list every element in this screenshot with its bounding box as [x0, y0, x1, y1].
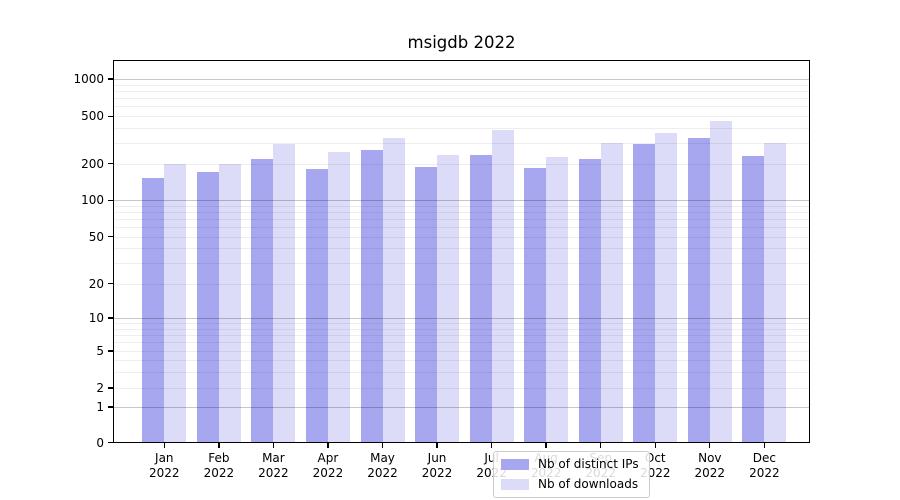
bars-layer: [113, 60, 810, 443]
bar-downloads-oct: [655, 132, 678, 443]
x-tick: [654, 443, 656, 448]
bar-distinct-ips-mar: [251, 158, 274, 443]
x-tick-label-nov: Nov 2022: [694, 451, 726, 480]
y-tick-label: 0: [96, 435, 104, 450]
x-tick: [600, 443, 602, 448]
legend-swatch-distinct-ips: [501, 458, 529, 470]
y-tick-label: 1000: [73, 72, 104, 86]
x-tick: [218, 443, 220, 448]
x-tick-label-apr: Apr 2022: [312, 451, 344, 480]
y-tick: [108, 387, 113, 389]
bar-downloads-apr: [327, 151, 350, 443]
bar-distinct-ips-aug: [524, 168, 547, 443]
bar-distinct-ips-apr: [305, 168, 328, 443]
legend-label-distinct-ips: Nb of distinct IPs: [538, 457, 639, 471]
x-tick: [327, 443, 329, 448]
y-tick: [108, 78, 113, 80]
bar-distinct-ips-dec: [742, 155, 765, 443]
y-tick-label: 1: [96, 400, 104, 414]
x-tick: [272, 443, 275, 448]
bar-distinct-ips-jan: [142, 177, 165, 443]
y-tick: [108, 317, 113, 319]
y-tick: [108, 441, 113, 444]
legend-row-downloads: Nb of downloads: [501, 477, 639, 491]
bar-downloads-aug: [546, 156, 569, 443]
y-tick-label: 10: [88, 311, 104, 325]
y-tick-label: 200: [81, 156, 104, 171]
y-tick: [108, 199, 113, 201]
bar-downloads-mar: [273, 144, 296, 443]
bar-downloads-sep: [600, 143, 623, 443]
legend-label-downloads: Nb of downloads: [538, 477, 639, 491]
bar-downloads-jul: [491, 130, 514, 443]
y-tick: [108, 163, 113, 165]
y-tick-label: 50: [88, 229, 104, 244]
x-tick-label-mar: Mar 2022: [258, 451, 289, 480]
x-tick-label-jan: Jan 2022: [149, 451, 180, 480]
x-tick: [709, 443, 711, 448]
x-tick-label-may: May 2022: [367, 451, 398, 480]
y-tick-label: 5: [96, 344, 104, 358]
y-tick-label: 100: [81, 193, 104, 208]
x-tick: [490, 443, 493, 448]
bar-distinct-ips-jul: [469, 154, 492, 443]
x-tick: [436, 443, 438, 448]
x-tick: [163, 443, 165, 448]
legend-row-distinct-ips: Nb of distinct IPs: [501, 457, 639, 471]
x-tick: [381, 443, 384, 448]
legend-swatch-downloads: [501, 478, 529, 490]
y-tick: [108, 350, 113, 352]
x-tick: [763, 443, 766, 448]
bar-downloads-jan: [164, 163, 187, 443]
bar-downloads-may: [382, 137, 405, 443]
bar-downloads-nov: [709, 121, 732, 443]
y-tick: [108, 282, 113, 285]
x-tick-label-feb: Feb 2022: [203, 451, 235, 480]
y-tick: [108, 115, 113, 117]
y-tick-label: 2: [96, 381, 104, 395]
y-tick-label: 500: [81, 109, 104, 124]
bar-downloads-jun: [437, 155, 460, 443]
x-tick: [545, 443, 547, 448]
chart-title: msigdb 2022: [407, 33, 516, 52]
bar-distinct-ips-nov: [687, 137, 710, 443]
bar-distinct-ips-may: [360, 149, 383, 443]
bar-distinct-ips-jun: [415, 167, 438, 443]
bar-distinct-ips-feb: [196, 172, 219, 443]
bar-distinct-ips-oct: [633, 144, 656, 443]
bar-downloads-dec: [764, 143, 787, 443]
plot-area: Nb of distinct IPs Nb of downloads: [113, 60, 810, 498]
bar-downloads-feb: [218, 163, 241, 443]
x-tick-label-jun: Jun 2022: [421, 451, 453, 480]
bar-distinct-ips-sep: [578, 158, 601, 443]
x-tick-label-dec: Dec 2022: [749, 451, 780, 480]
legend: Nb of distinct IPs Nb of downloads: [493, 451, 650, 498]
y-tick: [108, 235, 113, 238]
y-tick-label: 20: [88, 276, 104, 291]
y-tick: [108, 406, 113, 408]
